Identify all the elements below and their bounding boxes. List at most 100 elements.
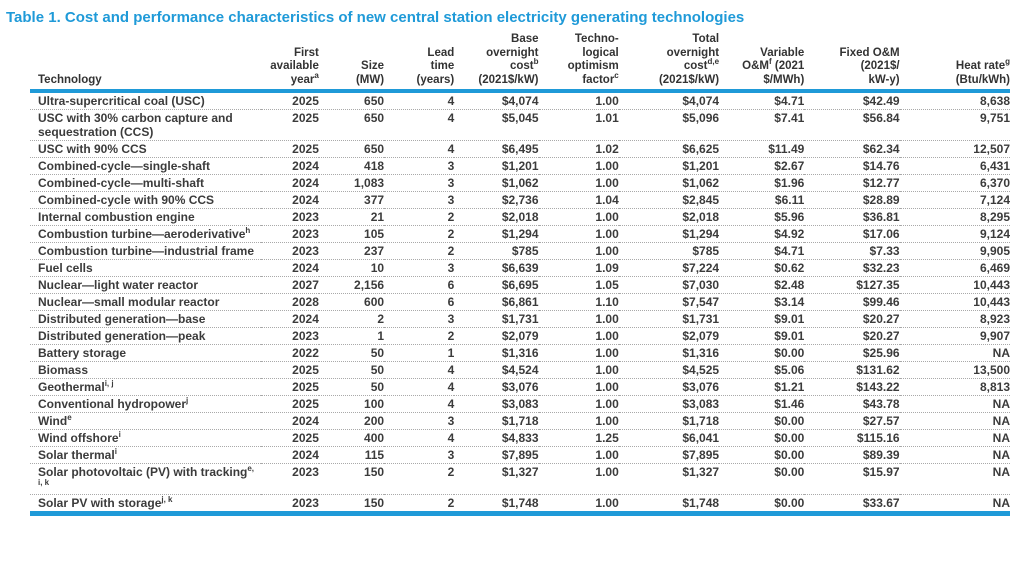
cell-size: 650 [318, 109, 385, 141]
cell-size: 100 [318, 395, 385, 413]
cell-heat_rate: 8,638 [979, 94, 1010, 108]
cell-fixed_om: $131.62 [804, 361, 900, 379]
cell-year: 2027 [260, 276, 319, 294]
cell-size: 50 [318, 378, 385, 396]
cell-heat_rate: 6,431 [899, 157, 1010, 175]
cell-total_cost: $1,731 [618, 310, 720, 328]
cell-total_cost: $1,718 [618, 412, 720, 430]
cell-tech: Solar photovoltaic (PV) with trackinge, … [30, 463, 261, 495]
technology-name: Wind [38, 414, 68, 428]
cell-heat_rate: 8,813 [899, 378, 1010, 396]
cell-base_cost: $1,718 [454, 412, 539, 430]
cell-lead: 2 [384, 463, 455, 495]
footnote-marker: a [314, 70, 319, 80]
header-line: available [270, 60, 319, 72]
cell-variable_om: $5.96 [719, 208, 805, 226]
header-line: (Btu/kWh) [955, 73, 1010, 86]
cell-total_cost: $4,074 [682, 94, 720, 108]
cell-year: 2025 [260, 378, 319, 396]
cell-year: 2023 [260, 463, 319, 495]
column-header-base_cost: Base overnight costb (2021$/kW) [454, 33, 539, 93]
cell-lead: 4 [447, 94, 455, 108]
header-line: time [430, 60, 455, 72]
cell-base_cost: $1,316 [454, 344, 539, 362]
cell-heat_rate: 6,370 [899, 174, 1010, 192]
cell-size: 150 [318, 494, 385, 516]
cell-heat_rate: 9,124 [899, 225, 1010, 243]
footnote-marker: e [67, 413, 72, 422]
cell-fixed_om: $12.77 [804, 174, 900, 192]
cell-fixed_om: $42.49 [862, 94, 900, 108]
footnote-marker: e, i, k [38, 464, 255, 487]
cell-heat_rate: 10,443 [899, 276, 1010, 294]
cell-total_cost: $785 [618, 242, 720, 260]
cell-heat_rate: 8,923 [899, 310, 1010, 328]
cell-base_cost: $6,695 [454, 276, 539, 294]
cell-fixed_om: $143.22 [804, 378, 900, 396]
table-row: Solar photovoltaic (PV) with trackinge, … [30, 463, 1010, 495]
cell-size: 1 [318, 327, 385, 345]
cell-lead: 1 [384, 344, 455, 362]
cell-optimism: 1.01 [538, 109, 619, 141]
cell-optimism: 1.05 [538, 276, 619, 294]
cell-heat_rate: NA [899, 344, 1010, 362]
cell-tech: Combined-cycle—single-shaft [30, 157, 261, 175]
cell-variable_om: $0.00 [719, 429, 805, 447]
technology-name: Nuclear—light water reactor [38, 278, 199, 292]
column-header-variable_om: Variable O&Mf (2021 $/MWh) [719, 33, 805, 93]
cell-heat_rate: 10,443 [899, 293, 1010, 311]
cell-year: 2023 [260, 225, 319, 243]
cell-fixed_om: $99.46 [804, 293, 900, 311]
cell-year: 2023 [260, 208, 319, 226]
cell-lead: 4 [384, 378, 455, 396]
cell-size: 418 [318, 157, 385, 175]
technology-name: USC with 90% CCS [38, 142, 147, 156]
cell-lead: 2 [384, 242, 455, 260]
header-line: Size [361, 60, 385, 72]
cell-size: 50 [318, 344, 385, 362]
technology-name: Solar PV with storage [38, 496, 162, 510]
table-row: USC with 30% carbon capture and sequestr… [30, 109, 1010, 141]
cell-total_cost: $1,316 [618, 344, 720, 362]
cell-variable_om: $3.14 [719, 293, 805, 311]
cell-lead: 3 [384, 310, 455, 328]
cell-lead: 3 [384, 174, 455, 192]
technology-name: Battery storage [38, 346, 127, 360]
cell-heat_rate: 12,507 [899, 140, 1010, 158]
column-header-lead: Lead time (years) [384, 33, 455, 93]
header-line: (MW) [355, 73, 385, 86]
table-row: Geothermali, j 2025 50 4 $3,076 1.00 $3,076 $1.… [30, 378, 1010, 396]
technology-name: Biomass [38, 363, 89, 377]
cell-year: 2024 [260, 157, 319, 175]
header-line: kW-y) [868, 73, 900, 86]
cell-tech: Fuel cells [30, 259, 261, 277]
cell-lead: 4 [384, 395, 455, 413]
cell-year: 2024 [260, 174, 319, 192]
technology-name: Geothermal [38, 380, 105, 394]
header-line: (2021$/ [860, 60, 900, 72]
cell-base_cost: $1,294 [454, 225, 539, 243]
cell-lead: 4 [384, 109, 455, 141]
table-row: Combined-cycle—multi-shaft 2024 1,083 3 $1,0… [30, 174, 1010, 192]
cell-tech: Nuclear—small modular reactor [30, 293, 261, 311]
technology-name: Fuel cells [38, 261, 93, 275]
header-line: logical [582, 46, 619, 59]
cell-optimism: 1.00 [538, 378, 619, 396]
cell-year: 2025 [260, 429, 319, 447]
footnote-marker: i, j [104, 379, 114, 388]
header-line: factorc [582, 70, 619, 86]
cell-base_cost: $7,895 [454, 446, 539, 464]
technology-name: Distributed generation—peak [38, 329, 206, 343]
cell-tech: Distributed generation—base [30, 310, 261, 328]
cell-heat_rate: NA [899, 412, 1010, 430]
header-line: overnight [666, 46, 720, 59]
footnote-marker: f [769, 57, 772, 67]
header-line: $/MWh) [763, 73, 805, 86]
cell-size: 2,156 [318, 276, 385, 294]
cell-fixed_om: $27.57 [804, 412, 900, 430]
cell-lead: 4 [384, 140, 455, 158]
cell-base_cost: $2,079 [454, 327, 539, 345]
cell-total_cost: $1,327 [618, 463, 720, 495]
cell-size: 237 [318, 242, 385, 260]
cell-year: 2024 [260, 446, 319, 464]
